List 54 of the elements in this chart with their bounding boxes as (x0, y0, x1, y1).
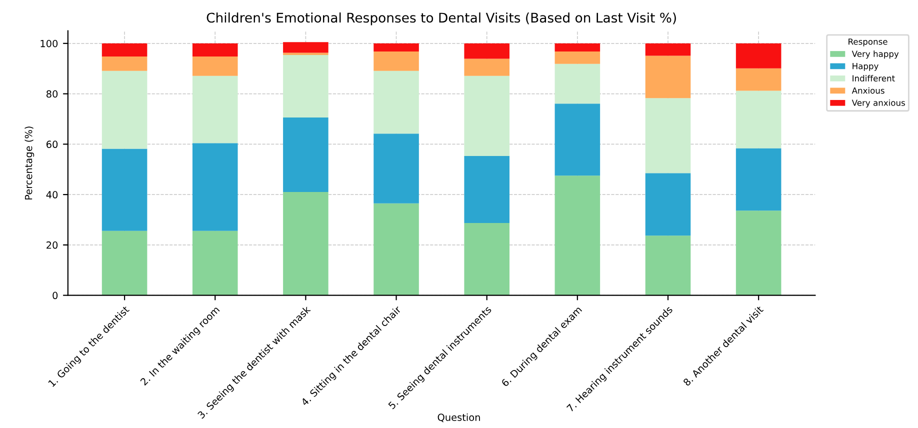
bar (645, 173, 691, 236)
bar (283, 42, 328, 53)
bar (374, 51, 419, 71)
bar (192, 56, 238, 76)
bar (374, 203, 419, 296)
bar (736, 210, 782, 296)
y-tick-label: 60 (46, 140, 58, 148)
bar (736, 148, 782, 211)
bar (736, 90, 782, 148)
bar (554, 43, 600, 52)
bar (645, 98, 691, 174)
bar (464, 223, 510, 296)
legend-label: Very happy (852, 50, 899, 59)
y-axis-title: Percentage (%) (24, 126, 34, 200)
legend-label: Very anxious (852, 99, 905, 108)
bar (192, 230, 238, 296)
bar (645, 43, 691, 56)
legend-label: Indifferent (852, 75, 895, 82)
bar (374, 43, 419, 52)
bar (192, 143, 238, 231)
bar (102, 56, 148, 71)
x-axis-title: Question (438, 413, 480, 422)
bar (374, 70, 419, 134)
bar (102, 70, 148, 149)
bar (464, 58, 510, 76)
chart-title: Children's Emotional Responses to Dental Visits (Based on Last Visit %) (206, 12, 676, 26)
bar (192, 76, 238, 144)
y-tick-label: 100 (40, 40, 58, 48)
y-tick-label: 80 (46, 90, 58, 98)
bar (554, 64, 600, 104)
bar (464, 76, 510, 156)
bar (374, 134, 419, 204)
bar (464, 156, 510, 224)
bar (102, 230, 148, 296)
bar (736, 43, 782, 68)
bar (102, 148, 148, 231)
bar (554, 51, 600, 64)
bar (645, 236, 691, 296)
y-tick-label: 20 (46, 241, 58, 249)
bar (645, 56, 691, 98)
bar (464, 43, 510, 59)
bar (283, 55, 328, 118)
bar (736, 68, 782, 91)
legend-label: Anxious (852, 87, 884, 94)
bar (283, 192, 328, 296)
bar (102, 43, 148, 57)
y-tick-label: 0 (52, 292, 58, 300)
bar (554, 176, 600, 296)
legend-title: Response (848, 38, 888, 46)
bar (192, 43, 238, 57)
bar (283, 117, 328, 192)
y-tick-label: 40 (46, 191, 58, 198)
bar (554, 104, 600, 176)
legend-label: Happy (852, 63, 878, 71)
